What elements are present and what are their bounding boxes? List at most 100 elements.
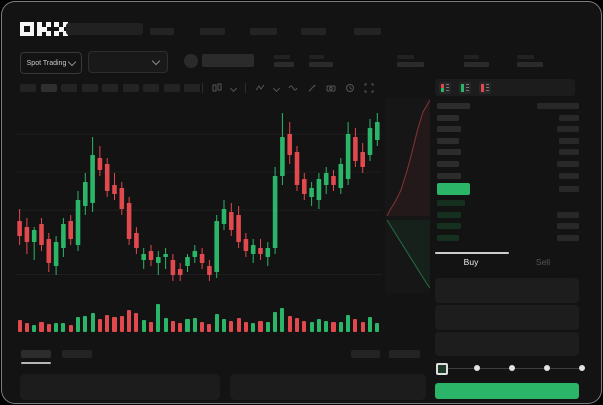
order-input[interactable] (435, 332, 579, 356)
tab-buy[interactable]: Buy (463, 257, 479, 267)
draw-icon[interactable] (307, 83, 317, 93)
volume-bar (309, 321, 314, 332)
stat-label (274, 55, 290, 59)
last-price-row[interactable] (435, 181, 579, 197)
volume-bar (97, 319, 102, 332)
chart-toolbar (202, 82, 374, 94)
bottom-tab-active-underline (21, 362, 51, 364)
active-tab-indicator (435, 252, 509, 254)
bottom-tab[interactable] (21, 350, 51, 358)
slider-stop[interactable] (474, 365, 480, 371)
logo-letter-o (20, 22, 34, 36)
ask-row[interactable] (435, 112, 579, 124)
timeframe-button[interactable] (20, 84, 36, 92)
orderbook-view-toggles (435, 79, 575, 96)
ask-row[interactable] (435, 170, 579, 182)
volume-bar (265, 321, 270, 332)
indicators-icon[interactable] (255, 83, 265, 93)
volume-bar (338, 322, 343, 332)
ask-row[interactable] (435, 158, 579, 170)
volume-bar (346, 314, 351, 332)
volume-bar (243, 321, 248, 332)
ask-row[interactable] (435, 123, 579, 135)
nav-item[interactable] (150, 28, 174, 35)
timeframe-button[interactable] (102, 84, 118, 92)
clock-icon[interactable] (345, 83, 355, 93)
pair-selector[interactable] (88, 51, 168, 73)
amount-slider[interactable] (436, 362, 587, 375)
nav-item[interactable] (354, 28, 381, 35)
volume-bar (192, 318, 197, 332)
volume-bar (17, 320, 22, 332)
volume-bar (61, 323, 66, 332)
stat-value (309, 62, 333, 67)
slider-handle[interactable] (436, 363, 448, 375)
volume-bar (75, 317, 81, 332)
coin-icon (184, 54, 198, 68)
volume-bar (170, 320, 175, 332)
volume-bar (24, 323, 29, 332)
trading-mode-selector[interactable]: Spot Trading (20, 52, 82, 74)
bottom-tab[interactable] (62, 350, 92, 358)
search-input[interactable] (66, 23, 143, 35)
volume-bar (178, 323, 183, 332)
timeframe-button[interactable] (81, 84, 98, 92)
wave-icon[interactable] (288, 83, 298, 93)
volume-bar (273, 312, 278, 332)
book-combined-icon[interactable] (439, 81, 451, 94)
stat-value (274, 62, 294, 67)
logo-letter-x (54, 22, 69, 37)
timeframe-button[interactable] (143, 84, 159, 92)
volume-bar (112, 317, 117, 332)
candlestick-chart[interactable] (17, 98, 382, 293)
tab-sell[interactable]: Sell (535, 257, 551, 267)
chevron-down-icon (151, 56, 161, 66)
bid-row[interactable] (435, 209, 579, 221)
depth-chart[interactable] (385, 98, 431, 293)
timeframe-button[interactable] (163, 84, 180, 92)
order-input[interactable] (435, 305, 579, 330)
ask-row[interactable] (435, 135, 579, 147)
nav-item[interactable] (200, 28, 225, 35)
volume-bar (90, 312, 95, 332)
stat-value (517, 62, 543, 67)
bottom-tab[interactable] (351, 350, 380, 358)
stat-value (464, 62, 489, 67)
slider-stop[interactable] (544, 365, 550, 371)
book-sells-icon[interactable] (479, 81, 491, 94)
slider-stop[interactable] (579, 365, 585, 371)
chevron-down-icon[interactable] (229, 84, 238, 92)
volume-bar (148, 321, 154, 332)
camera-icon[interactable] (326, 83, 336, 93)
ask-row[interactable] (435, 146, 579, 158)
slider-stop[interactable] (509, 365, 515, 371)
book-buys-icon[interactable] (459, 81, 471, 94)
volume-bar (360, 321, 365, 332)
buy-submit-button[interactable] (435, 383, 579, 399)
bid-row[interactable] (435, 220, 579, 232)
bottom-panel (230, 374, 426, 400)
volume-bar (287, 315, 292, 332)
nav-item[interactable] (250, 28, 277, 35)
volume-bar (68, 324, 73, 332)
bid-row[interactable] (435, 232, 579, 244)
fullscreen-icon[interactable] (364, 83, 374, 93)
volume-bar (229, 321, 234, 332)
timeframe-button[interactable] (40, 84, 57, 92)
volume-bar (127, 309, 132, 332)
volume-bar (207, 323, 212, 332)
chevron-down-icon[interactable] (272, 84, 281, 92)
stat-label (517, 55, 534, 59)
timeframe-button[interactable] (61, 84, 77, 92)
volume-bar (280, 308, 285, 332)
timeframe-button[interactable] (122, 84, 139, 92)
bid-row[interactable] (435, 197, 579, 209)
order-input[interactable] (435, 278, 579, 303)
nav-item[interactable] (301, 28, 326, 35)
candle-type-icon[interactable] (212, 83, 222, 93)
ask-row[interactable] (435, 100, 579, 112)
bottom-tab[interactable] (389, 350, 420, 358)
timeframe-button[interactable] (184, 84, 200, 92)
volume-bar (302, 320, 307, 332)
